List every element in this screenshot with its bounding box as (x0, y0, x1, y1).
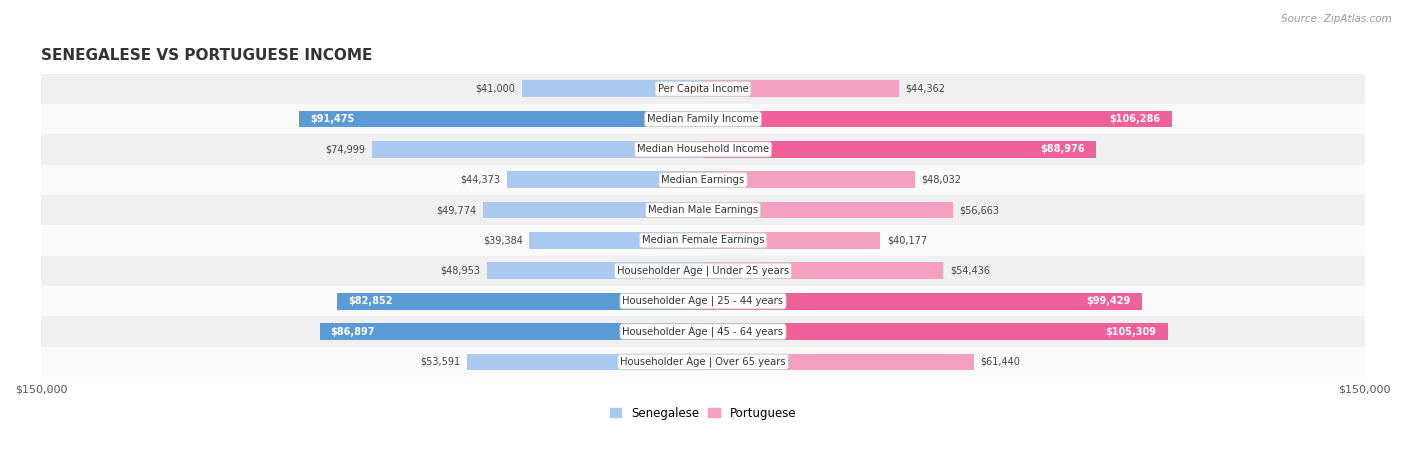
Bar (41, 104, 1365, 134)
Text: Median Family Income: Median Family Income (647, 114, 759, 124)
Text: $56,663: $56,663 (960, 205, 1000, 215)
Bar (41, 134, 1365, 164)
Bar (41, 286, 1365, 316)
Bar (703, 171, 915, 188)
Bar (703, 111, 1171, 127)
Legend: Senegalese, Portuguese: Senegalese, Portuguese (610, 407, 796, 420)
Bar (703, 354, 974, 370)
Text: Householder Age | Over 65 years: Householder Age | Over 65 years (620, 357, 786, 367)
Bar (522, 80, 703, 97)
Text: $48,953: $48,953 (440, 266, 481, 276)
Text: Householder Age | 45 - 64 years: Householder Age | 45 - 64 years (623, 326, 783, 337)
Bar (299, 111, 703, 127)
Bar (703, 293, 1142, 310)
Text: $74,999: $74,999 (326, 144, 366, 155)
Bar (703, 141, 1095, 158)
Bar (486, 262, 703, 279)
Text: $86,897: $86,897 (330, 326, 375, 337)
Bar (41, 255, 1365, 286)
Text: $106,286: $106,286 (1109, 114, 1161, 124)
Bar (703, 202, 953, 219)
Bar (41, 347, 1365, 377)
Bar (337, 293, 703, 310)
Text: $61,440: $61,440 (980, 357, 1021, 367)
Text: Median Earnings: Median Earnings (661, 175, 745, 185)
Bar (467, 354, 703, 370)
Text: Per Capita Income: Per Capita Income (658, 84, 748, 94)
Text: $88,976: $88,976 (1040, 144, 1084, 155)
Text: $44,362: $44,362 (905, 84, 945, 94)
Text: $49,774: $49,774 (437, 205, 477, 215)
Bar (319, 323, 703, 340)
Text: $48,032: $48,032 (921, 175, 962, 185)
Bar (703, 262, 943, 279)
Text: Median Household Income: Median Household Income (637, 144, 769, 155)
Bar (703, 80, 898, 97)
Bar (508, 171, 703, 188)
Text: $54,436: $54,436 (950, 266, 990, 276)
Text: $44,373: $44,373 (461, 175, 501, 185)
Text: $99,429: $99,429 (1087, 296, 1130, 306)
Text: $82,852: $82,852 (349, 296, 394, 306)
Bar (373, 141, 703, 158)
Bar (703, 323, 1167, 340)
Bar (703, 232, 880, 249)
Bar (41, 164, 1365, 195)
Text: $91,475: $91,475 (311, 114, 354, 124)
Text: Median Female Earnings: Median Female Earnings (641, 235, 765, 246)
Bar (41, 74, 1365, 104)
Text: Source: ZipAtlas.com: Source: ZipAtlas.com (1281, 14, 1392, 24)
Text: $41,000: $41,000 (475, 84, 516, 94)
Text: $39,384: $39,384 (482, 235, 523, 246)
Bar (41, 195, 1365, 225)
Text: SENEGALESE VS PORTUGUESE INCOME: SENEGALESE VS PORTUGUESE INCOME (41, 48, 373, 63)
Text: $53,591: $53,591 (420, 357, 460, 367)
Text: $105,309: $105,309 (1105, 326, 1157, 337)
Text: $40,177: $40,177 (887, 235, 927, 246)
Text: Householder Age | Under 25 years: Householder Age | Under 25 years (617, 266, 789, 276)
Bar (41, 316, 1365, 347)
Text: Median Male Earnings: Median Male Earnings (648, 205, 758, 215)
Bar (529, 232, 703, 249)
Bar (484, 202, 703, 219)
Bar (41, 225, 1365, 255)
Text: Householder Age | 25 - 44 years: Householder Age | 25 - 44 years (623, 296, 783, 306)
